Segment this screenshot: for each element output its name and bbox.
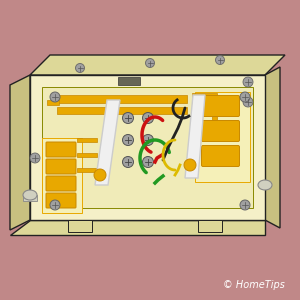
Polygon shape xyxy=(192,93,217,128)
Circle shape xyxy=(243,97,253,107)
Circle shape xyxy=(184,159,196,171)
Circle shape xyxy=(142,134,154,146)
Polygon shape xyxy=(42,87,253,208)
Bar xyxy=(77,168,97,172)
Bar xyxy=(42,138,82,213)
Bar xyxy=(118,77,140,85)
Circle shape xyxy=(30,153,40,163)
Ellipse shape xyxy=(258,180,272,190)
Bar xyxy=(195,92,250,182)
FancyBboxPatch shape xyxy=(202,121,239,142)
Circle shape xyxy=(50,92,60,102)
Circle shape xyxy=(243,77,253,87)
Text: © HomeTips: © HomeTips xyxy=(223,280,285,290)
Circle shape xyxy=(142,157,154,167)
FancyBboxPatch shape xyxy=(202,95,239,116)
Circle shape xyxy=(50,200,60,210)
Ellipse shape xyxy=(23,190,37,200)
Bar xyxy=(198,220,222,232)
FancyBboxPatch shape xyxy=(46,176,76,191)
FancyBboxPatch shape xyxy=(46,159,76,174)
Circle shape xyxy=(142,112,154,124)
Circle shape xyxy=(240,200,250,210)
Circle shape xyxy=(215,56,224,64)
Bar xyxy=(47,100,59,105)
FancyBboxPatch shape xyxy=(46,142,76,157)
Circle shape xyxy=(94,169,106,181)
Polygon shape xyxy=(95,100,120,185)
Polygon shape xyxy=(30,75,265,220)
Circle shape xyxy=(122,134,134,146)
Circle shape xyxy=(146,58,154,68)
Circle shape xyxy=(122,157,134,167)
Bar xyxy=(77,138,97,142)
Polygon shape xyxy=(30,55,285,75)
Polygon shape xyxy=(10,220,265,235)
Bar xyxy=(57,107,187,114)
Circle shape xyxy=(240,92,250,102)
Polygon shape xyxy=(265,67,280,228)
FancyBboxPatch shape xyxy=(202,146,239,167)
Polygon shape xyxy=(185,95,205,178)
Bar xyxy=(77,153,97,157)
Bar xyxy=(57,95,187,103)
Polygon shape xyxy=(10,75,30,230)
FancyBboxPatch shape xyxy=(46,193,76,208)
Circle shape xyxy=(76,64,85,73)
Circle shape xyxy=(122,112,134,124)
Bar xyxy=(68,220,92,232)
Bar xyxy=(23,195,37,201)
